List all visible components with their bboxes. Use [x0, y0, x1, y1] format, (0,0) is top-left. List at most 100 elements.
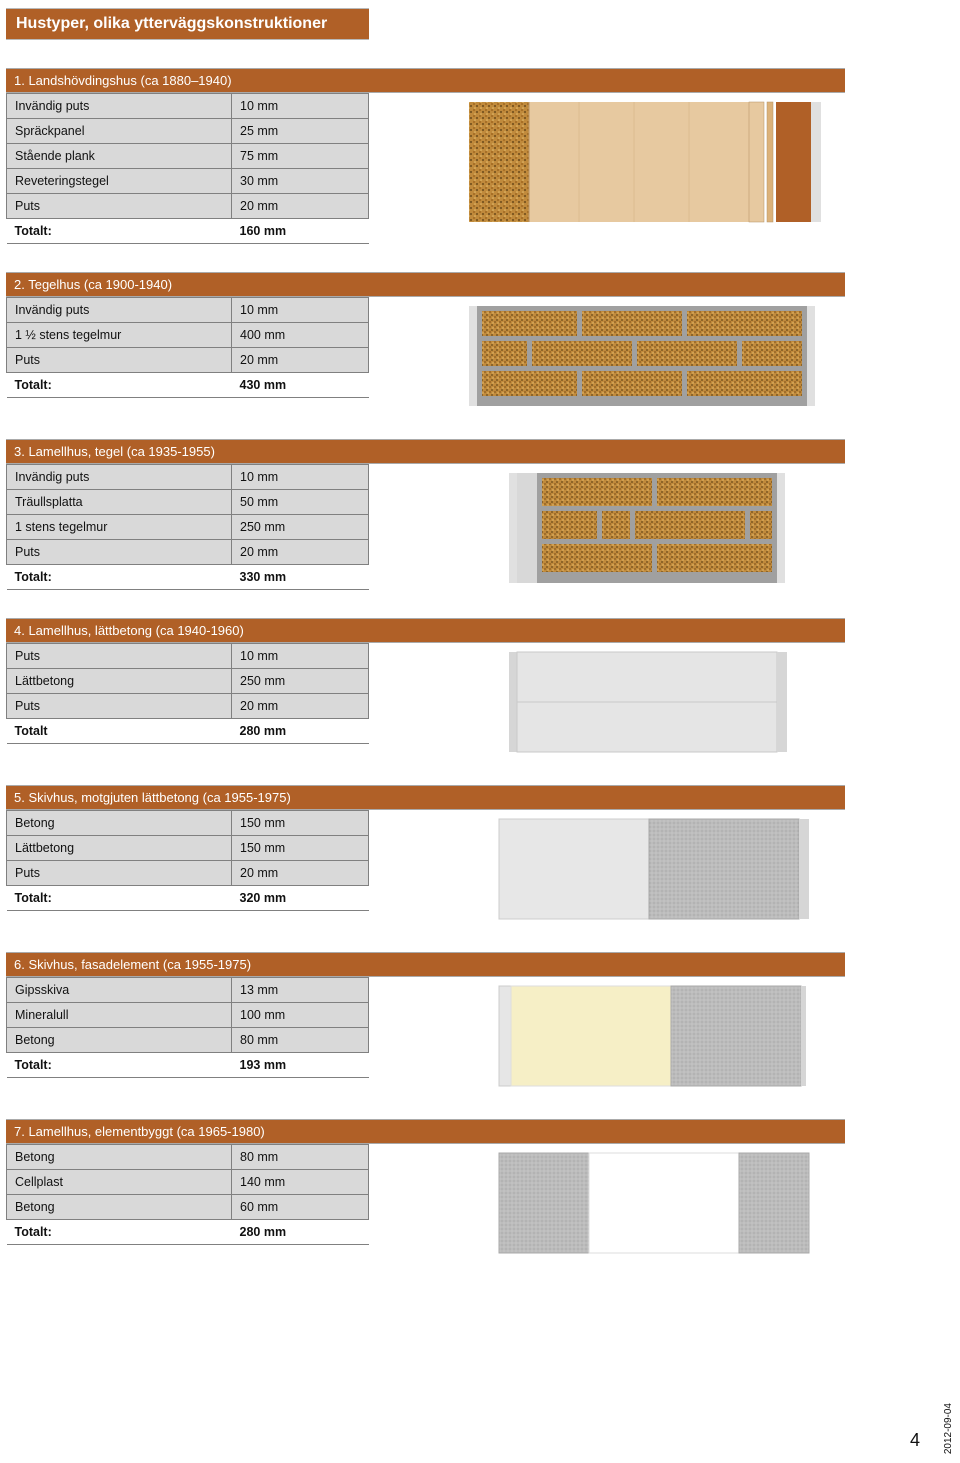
table-row: Betong80 mm	[7, 1145, 369, 1170]
table-total-row: Totalt280 mm	[7, 719, 369, 744]
cell-value: 140 mm	[232, 1170, 369, 1195]
table-row: Puts20 mm	[7, 540, 369, 565]
section-6-header: 6. Skivhus, fasadelement (ca 1955-1975)	[6, 952, 845, 977]
section-2-header: 2. Tegelhus (ca 1900-1940)	[6, 272, 845, 297]
cell-label: Lättbetong	[7, 669, 232, 694]
cell-value: 250 mm	[232, 515, 369, 540]
page-number: 4	[910, 1430, 920, 1451]
cell-label: Puts	[7, 861, 232, 886]
cell-value: 250 mm	[232, 669, 369, 694]
page-date: 2012-09-04	[943, 1403, 954, 1454]
cell-value: 100 mm	[232, 1003, 369, 1028]
brick-narrow-icon	[449, 468, 849, 588]
section-3-table: Invändig puts10 mm Träullsplatta50 mm 1 …	[6, 464, 369, 590]
section-4-header: 4. Lamellhus, lättbetong (ca 1940-1960)	[6, 618, 845, 643]
mineral-wall-icon	[449, 981, 849, 1091]
total-label: Totalt:	[7, 1220, 232, 1245]
cell-label: Mineralull	[7, 1003, 232, 1028]
cell-value: 20 mm	[232, 194, 369, 219]
total-value: 430 mm	[232, 373, 369, 398]
table-row: Betong150 mm	[7, 811, 369, 836]
sandwich-wall-icon	[449, 1148, 849, 1258]
cell-value: 150 mm	[232, 836, 369, 861]
section-6: 6. Skivhus, fasadelement (ca 1955-1975) …	[6, 952, 920, 1091]
section-1: 1. Landshövdingshus (ca 1880–1940) Invän…	[6, 68, 920, 244]
section-2-illustration	[449, 301, 849, 411]
table-total-row: Totalt:430 mm	[7, 373, 369, 398]
section-4-table: Puts10 mm Lättbetong250 mm Puts20 mm Tot…	[6, 643, 369, 744]
cell-label: 1 stens tegelmur	[7, 515, 232, 540]
cell-label: Betong	[7, 1195, 232, 1220]
cell-label: Puts	[7, 348, 232, 373]
cell-label: Betong	[7, 811, 232, 836]
cell-label: Betong	[7, 1145, 232, 1170]
cell-value: 20 mm	[232, 348, 369, 373]
section-3-header: 3. Lamellhus, tegel (ca 1935-1955)	[6, 439, 845, 464]
cell-value: 10 mm	[232, 298, 369, 323]
cell-label: Invändig puts	[7, 298, 232, 323]
cell-value: 20 mm	[232, 694, 369, 719]
total-value: 193 mm	[232, 1053, 369, 1078]
table-row: Lättbetong250 mm	[7, 669, 369, 694]
section-5-table: Betong150 mm Lättbetong150 mm Puts20 mm …	[6, 810, 369, 911]
cell-value: 10 mm	[232, 94, 369, 119]
cell-label: Invändig puts	[7, 465, 232, 490]
table-row: Invändig puts10 mm	[7, 94, 369, 119]
total-value: 280 mm	[232, 1220, 369, 1245]
cell-value: 20 mm	[232, 861, 369, 886]
table-row: Reveteringstegel30 mm	[7, 169, 369, 194]
table-row: Puts20 mm	[7, 348, 369, 373]
total-value: 280 mm	[232, 719, 369, 744]
document-page: Hustyper, olika ytterväggskonstruktioner…	[0, 0, 960, 1463]
table-row: Stående plank75 mm	[7, 144, 369, 169]
table-total-row: Totalt:320 mm	[7, 886, 369, 911]
cell-label: Invändig puts	[7, 94, 232, 119]
cell-value: 60 mm	[232, 1195, 369, 1220]
cell-label: Träullsplatta	[7, 490, 232, 515]
table-row: Puts10 mm	[7, 644, 369, 669]
cell-label: Puts	[7, 644, 232, 669]
table-row: Invändig puts10 mm	[7, 465, 369, 490]
section-7-table: Betong80 mm Cellplast140 mm Betong60 mm …	[6, 1144, 369, 1245]
section-6-table: Gipsskiva13 mm Mineralull100 mm Betong80…	[6, 977, 369, 1078]
section-2-table: Invändig puts10 mm 1 ½ stens tegelmur400…	[6, 297, 369, 398]
section-7-header: 7. Lamellhus, elementbyggt (ca 1965-1980…	[6, 1119, 845, 1144]
table-row: Betong60 mm	[7, 1195, 369, 1220]
table-total-row: Totalt:193 mm	[7, 1053, 369, 1078]
table-row: Puts20 mm	[7, 194, 369, 219]
total-value: 330 mm	[232, 565, 369, 590]
section-3-illustration	[449, 468, 849, 578]
table-total-row: Totalt:330 mm	[7, 565, 369, 590]
cell-value: 50 mm	[232, 490, 369, 515]
table-row: Cellplast140 mm	[7, 1170, 369, 1195]
cell-label: Puts	[7, 194, 232, 219]
cell-label: 1 ½ stens tegelmur	[7, 323, 232, 348]
table-row: Träullsplatta50 mm	[7, 490, 369, 515]
section-2: 2. Tegelhus (ca 1900-1940) Invändig puts…	[6, 272, 920, 411]
cell-label: Gipsskiva	[7, 978, 232, 1003]
section-7: 7. Lamellhus, elementbyggt (ca 1965-1980…	[6, 1119, 920, 1258]
cell-label: Spräckpanel	[7, 119, 232, 144]
cell-label: Puts	[7, 694, 232, 719]
cell-value: 13 mm	[232, 978, 369, 1003]
table-total-row: Totalt:160 mm	[7, 219, 369, 244]
cell-value: 30 mm	[232, 169, 369, 194]
section-5: 5. Skivhus, motgjuten lättbetong (ca 195…	[6, 785, 920, 924]
page-title: Hustyper, olika ytterväggskonstruktioner	[6, 8, 369, 40]
brick-wall-icon	[449, 301, 849, 411]
cell-value: 150 mm	[232, 811, 369, 836]
concrete-two-icon	[449, 814, 849, 924]
section-4-illustration	[449, 647, 849, 757]
section-3: 3. Lamellhus, tegel (ca 1935-1955) Invän…	[6, 439, 920, 590]
table-row: Puts20 mm	[7, 861, 369, 886]
cell-value: 10 mm	[232, 644, 369, 669]
cell-value: 80 mm	[232, 1145, 369, 1170]
cell-label: Puts	[7, 540, 232, 565]
table-row: Betong80 mm	[7, 1028, 369, 1053]
cell-value: 20 mm	[232, 540, 369, 565]
cell-label: Betong	[7, 1028, 232, 1053]
section-7-illustration	[449, 1148, 849, 1258]
total-value: 160 mm	[232, 219, 369, 244]
cell-value: 400 mm	[232, 323, 369, 348]
section-5-header: 5. Skivhus, motgjuten lättbetong (ca 195…	[6, 785, 845, 810]
